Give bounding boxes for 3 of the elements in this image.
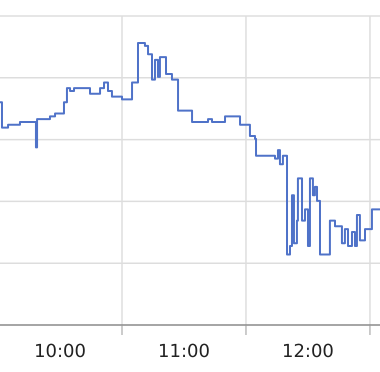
x-tick-label: 12:00 [282, 341, 334, 362]
x-tick-label: 11:00 [158, 341, 210, 362]
x-tick-label: 10:00 [34, 341, 86, 362]
